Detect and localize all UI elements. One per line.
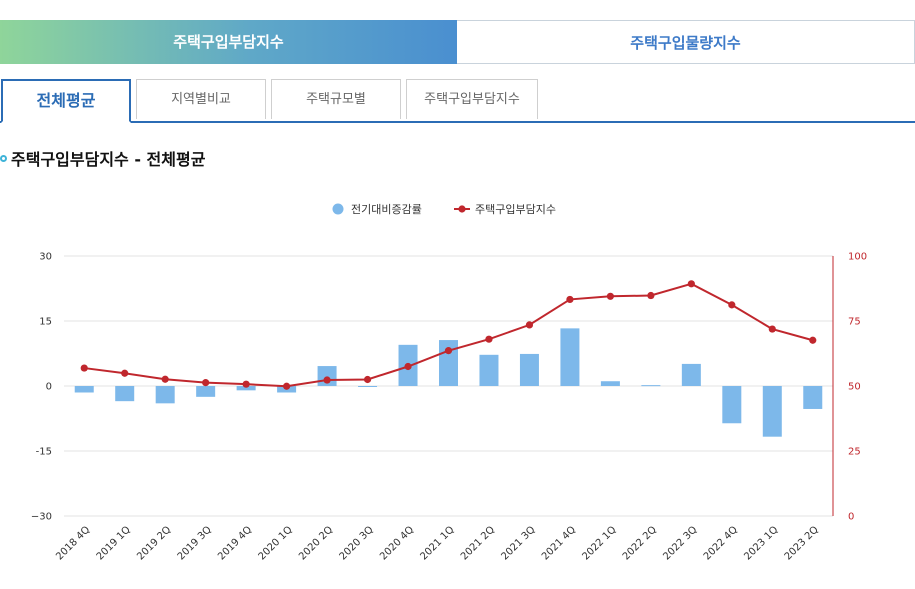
x-tick-label: 2020 2Q xyxy=(297,524,335,562)
line-point-2023-1Q xyxy=(768,325,776,333)
bar-2019-3Q xyxy=(196,386,216,397)
x-tick-label: 2020 4Q xyxy=(378,524,416,562)
y-left-tick-label: −30 xyxy=(31,512,52,523)
bar-2019-4Q xyxy=(236,386,256,391)
x-tick-label: 2019 4Q xyxy=(216,524,254,562)
bar-2019-1Q xyxy=(115,386,135,402)
tab-housing-purchase-volume-index[interactable]: 주택구입물량지수 xyxy=(457,20,915,64)
legend-line-marker xyxy=(458,205,466,213)
bar-2023-1Q xyxy=(762,386,782,437)
line-point-2021-1Q xyxy=(444,347,453,355)
bar-2022-3Q xyxy=(681,363,701,386)
y-left-tick-label: 0 xyxy=(46,382,52,393)
bar-2022-4Q xyxy=(722,386,742,424)
line-point-2020-2Q xyxy=(323,376,331,384)
line-point-2021-2Q xyxy=(485,335,493,343)
line-point-2022-4Q xyxy=(728,301,736,309)
subtab-by-housing-size[interactable]: 주택규모별 xyxy=(271,79,401,119)
top-tab-bar: 주택구입부담지수 주택구입물량지수 xyxy=(0,20,915,64)
y-right-tick-label: 75 xyxy=(848,317,861,328)
y-right-tick-label: 50 xyxy=(848,382,861,393)
line-point-2019-3Q xyxy=(202,379,210,387)
line-point-2023-2Q xyxy=(809,336,817,344)
bar-2021-1Q xyxy=(439,340,458,386)
x-tick-label: 2018 4Q xyxy=(54,524,92,562)
x-tick-label: 2020 3Q xyxy=(338,524,376,562)
legend-bar-marker xyxy=(332,203,344,215)
line-point-2019-2Q xyxy=(161,375,169,383)
y-right-tick-label: 25 xyxy=(848,447,861,458)
section-title: 주택구입부담지수 - 전체평균 xyxy=(0,146,205,170)
x-tick-label: 2021 2Q xyxy=(459,524,497,562)
x-tick-label: 2021 3Q xyxy=(499,524,537,562)
y-left-tick-label: 30 xyxy=(39,252,52,263)
x-tick-label: 2022 2Q xyxy=(621,524,659,562)
bullet-icon xyxy=(0,154,7,162)
bar-2021-2Q xyxy=(479,354,499,386)
bar-2022-2Q xyxy=(641,385,661,387)
x-tick-label: 2019 1Q xyxy=(95,524,133,562)
y-left-tick-label: 15 xyxy=(39,317,52,328)
line-point-2019-1Q xyxy=(121,369,129,377)
line-point-2022-2Q xyxy=(647,291,655,300)
x-tick-label: 2020 1Q xyxy=(257,524,295,562)
sub-tab-bar: 전체평균 지역별비교 주택규모별 주택구입부담지수 xyxy=(0,79,915,123)
tab-housing-affordability-index[interactable]: 주택구입부담지수 xyxy=(0,20,457,64)
x-tick-label: 2022 3Q xyxy=(661,524,699,562)
section-title-text: 주택구입부담지수 - 전체평균 xyxy=(11,150,206,169)
x-tick-label: 2021 1Q xyxy=(419,524,457,562)
x-tick-label: 2019 2Q xyxy=(135,524,173,562)
subtab-affordability-index[interactable]: 주택구입부담지수 xyxy=(406,79,538,119)
bar-2018-4Q xyxy=(74,386,94,393)
y-left-tick-label: -15 xyxy=(36,447,52,458)
x-tick-label: 2023 1Q xyxy=(742,524,780,562)
line-point-2020-1Q xyxy=(283,382,291,390)
y-right-tick-label: 100 xyxy=(848,252,867,263)
legend-line-label: 주택구입부담지수 xyxy=(475,203,556,216)
x-tick-label: 2022 1Q xyxy=(580,524,618,562)
line-point-2019-4Q xyxy=(242,380,250,388)
bar-2020-3Q xyxy=(358,386,378,387)
bar-2022-1Q xyxy=(600,381,620,386)
line-point-2022-1Q xyxy=(606,292,614,300)
bar-2021-4Q xyxy=(560,328,580,386)
subtab-overall-average[interactable]: 전체평균 xyxy=(1,79,131,123)
x-tick-label: 2023 2Q xyxy=(783,524,821,562)
line-point-2021-3Q xyxy=(525,321,534,329)
line-point-2022-3Q xyxy=(687,280,695,288)
bar-2019-2Q xyxy=(155,386,175,404)
bar-2021-3Q xyxy=(519,353,539,386)
line-point-2021-4Q xyxy=(566,295,574,304)
x-tick-label: 2019 3Q xyxy=(176,524,214,562)
subtab-regional-comparison[interactable]: 지역별비교 xyxy=(136,79,266,119)
line-point-2020-4Q xyxy=(404,362,412,371)
line-point-2018-4Q xyxy=(80,364,88,372)
x-tick-label: 2022 4Q xyxy=(702,524,740,562)
legend-bar-label: 전기대비증감률 xyxy=(351,203,422,216)
bar-2023-2Q xyxy=(803,386,823,409)
line-point-2020-3Q xyxy=(363,375,372,384)
y-right-tick-label: 0 xyxy=(848,512,854,523)
x-tick-label: 2021 4Q xyxy=(540,524,578,562)
